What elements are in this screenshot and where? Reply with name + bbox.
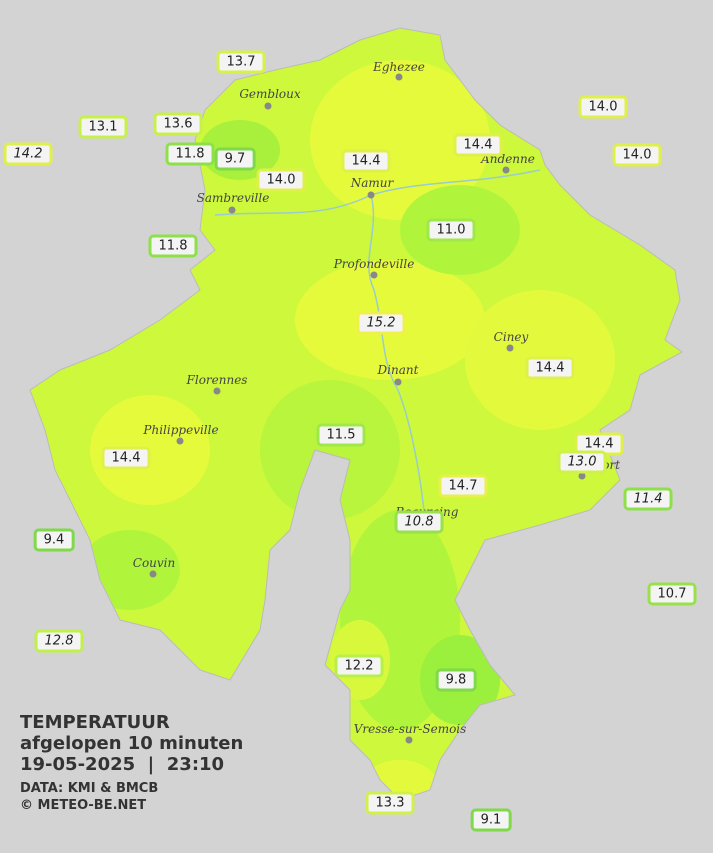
city-dot: [370, 271, 378, 279]
station-reading: 14.4: [453, 133, 503, 157]
station-reading: 11.4: [623, 487, 673, 511]
station-reading: 9.8: [435, 668, 477, 692]
legend-source: DATA: KMI & BMCB: [20, 781, 159, 796]
city-dot: [176, 437, 184, 445]
legend: TEMPERATUUR afgelopen 10 minuten 19-05-2…: [20, 712, 243, 813]
station-reading: 11.0: [426, 218, 476, 242]
station-reading: 9.1: [470, 808, 512, 832]
station-reading: 10.7: [647, 582, 697, 606]
city-label: Gembloux: [239, 87, 301, 101]
city-label: Philippeville: [143, 423, 219, 437]
city-dot: [213, 387, 221, 395]
station-reading: 14.7: [438, 474, 488, 498]
station-reading: 13.7: [216, 50, 266, 74]
city-dot: [405, 736, 413, 744]
station-reading: 13.1: [78, 115, 128, 139]
legend-datetime: 19-05-2025 | 23:10: [20, 754, 225, 775]
city-dot: [395, 73, 403, 81]
station-reading: 13.0: [557, 450, 607, 474]
city-label: Vresse-sur-Semois: [353, 722, 467, 736]
station-reading: 12.2: [334, 654, 384, 678]
city-label: Namur: [350, 176, 394, 190]
station-reading: 15.2: [356, 311, 406, 335]
station-reading: 11.8: [165, 142, 215, 166]
city-label: Profondeville: [333, 257, 415, 271]
station-reading: 14.0: [256, 168, 306, 192]
city-label: Ciney: [493, 330, 529, 344]
legend-copyright: © METEO-BE.NET: [20, 798, 147, 813]
city-dot: [502, 166, 510, 174]
city-label: Florennes: [186, 373, 248, 387]
station-reading: 14.0: [612, 143, 662, 167]
station-reading: 14.4: [101, 446, 151, 470]
station-reading: 14.2: [3, 142, 53, 166]
station-reading: 10.8: [394, 510, 444, 534]
city-dot: [394, 378, 402, 386]
city-dot: [228, 206, 236, 214]
city-label: Sambreville: [196, 191, 270, 205]
station-reading: 14.0: [578, 95, 628, 119]
station-reading: 14.4: [341, 149, 391, 173]
station-reading: 13.3: [365, 791, 415, 815]
city-dot: [264, 102, 272, 110]
station-reading: 9.4: [33, 528, 75, 552]
station-reading: 9.7: [214, 147, 256, 171]
station-reading: 12.8: [34, 629, 84, 653]
city-label: Dinant: [377, 363, 419, 377]
station-reading: 11.8: [148, 234, 198, 258]
station-reading: 13.6: [153, 112, 203, 136]
legend-period: afgelopen 10 minuten: [20, 733, 244, 754]
legend-title: TEMPERATUUR: [20, 712, 170, 733]
city-label: Eghezee: [373, 60, 425, 74]
city-dot: [367, 191, 375, 199]
station-reading: 11.5: [316, 423, 366, 447]
city-dot: [149, 570, 157, 578]
city-dot: [506, 344, 514, 352]
city-dot: [578, 472, 586, 480]
city-label: Couvin: [132, 556, 176, 570]
station-reading: 14.4: [525, 356, 575, 380]
